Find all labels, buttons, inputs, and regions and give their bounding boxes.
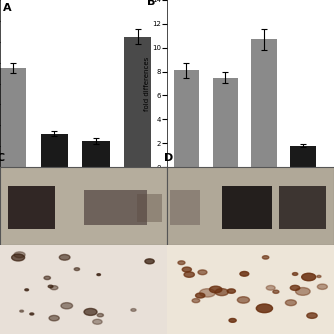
Circle shape [307, 313, 317, 318]
Text: Met-5A: Met-5A [34, 249, 56, 254]
Bar [213, 77, 238, 167]
Circle shape [61, 303, 72, 309]
Bar [82, 141, 110, 167]
Text: M: M [303, 249, 308, 254]
Circle shape [237, 297, 249, 303]
Circle shape [184, 272, 194, 277]
Circle shape [178, 261, 185, 265]
Bar [124, 36, 151, 167]
Text: NCI-H28: NCI-H28 [109, 249, 135, 254]
Circle shape [227, 289, 235, 293]
Bar [84, 190, 147, 225]
Circle shape [59, 255, 70, 260]
Circle shape [48, 285, 53, 288]
Circle shape [215, 289, 228, 296]
Bar [137, 194, 162, 221]
Bar [279, 186, 326, 229]
Circle shape [74, 268, 79, 271]
Bar [170, 190, 200, 225]
Circle shape [317, 284, 327, 289]
Bar [174, 70, 199, 167]
Circle shape [229, 319, 236, 322]
Circle shape [290, 285, 300, 290]
Text: T23113: T23113 [239, 249, 262, 254]
Y-axis label: fold differences: fold differences [144, 56, 150, 111]
FancyBboxPatch shape [0, 167, 167, 245]
Circle shape [263, 256, 269, 259]
Circle shape [25, 289, 28, 291]
Circle shape [209, 286, 222, 293]
Text: C: C [0, 153, 5, 163]
Text: V23101: V23101 [183, 249, 207, 254]
Text: B: B [147, 0, 155, 7]
Circle shape [97, 314, 104, 317]
FancyBboxPatch shape [167, 167, 334, 245]
Circle shape [285, 300, 296, 306]
Circle shape [266, 286, 275, 290]
Circle shape [84, 308, 97, 315]
Circle shape [12, 254, 25, 261]
Circle shape [296, 288, 310, 295]
Circle shape [93, 319, 102, 324]
Circle shape [240, 272, 249, 276]
Circle shape [192, 299, 200, 303]
Circle shape [97, 274, 101, 276]
Circle shape [20, 310, 24, 312]
Bar [0, 68, 26, 167]
Bar [41, 134, 68, 167]
Circle shape [30, 313, 34, 315]
Bar [222, 186, 272, 229]
Circle shape [302, 273, 316, 281]
Circle shape [256, 304, 273, 313]
Circle shape [198, 270, 207, 275]
Circle shape [131, 309, 136, 311]
Circle shape [196, 293, 205, 298]
Circle shape [145, 259, 154, 264]
Circle shape [317, 275, 321, 278]
Circle shape [50, 286, 58, 290]
Text: A: A [3, 3, 12, 13]
Bar [252, 39, 277, 167]
Bar [8, 186, 55, 229]
Circle shape [199, 289, 215, 297]
Bar [290, 146, 316, 167]
Circle shape [44, 276, 50, 280]
Circle shape [14, 252, 25, 258]
Circle shape [182, 267, 191, 272]
Circle shape [273, 290, 279, 293]
Circle shape [49, 315, 59, 321]
Text: D: D [164, 153, 173, 163]
Circle shape [293, 273, 298, 276]
